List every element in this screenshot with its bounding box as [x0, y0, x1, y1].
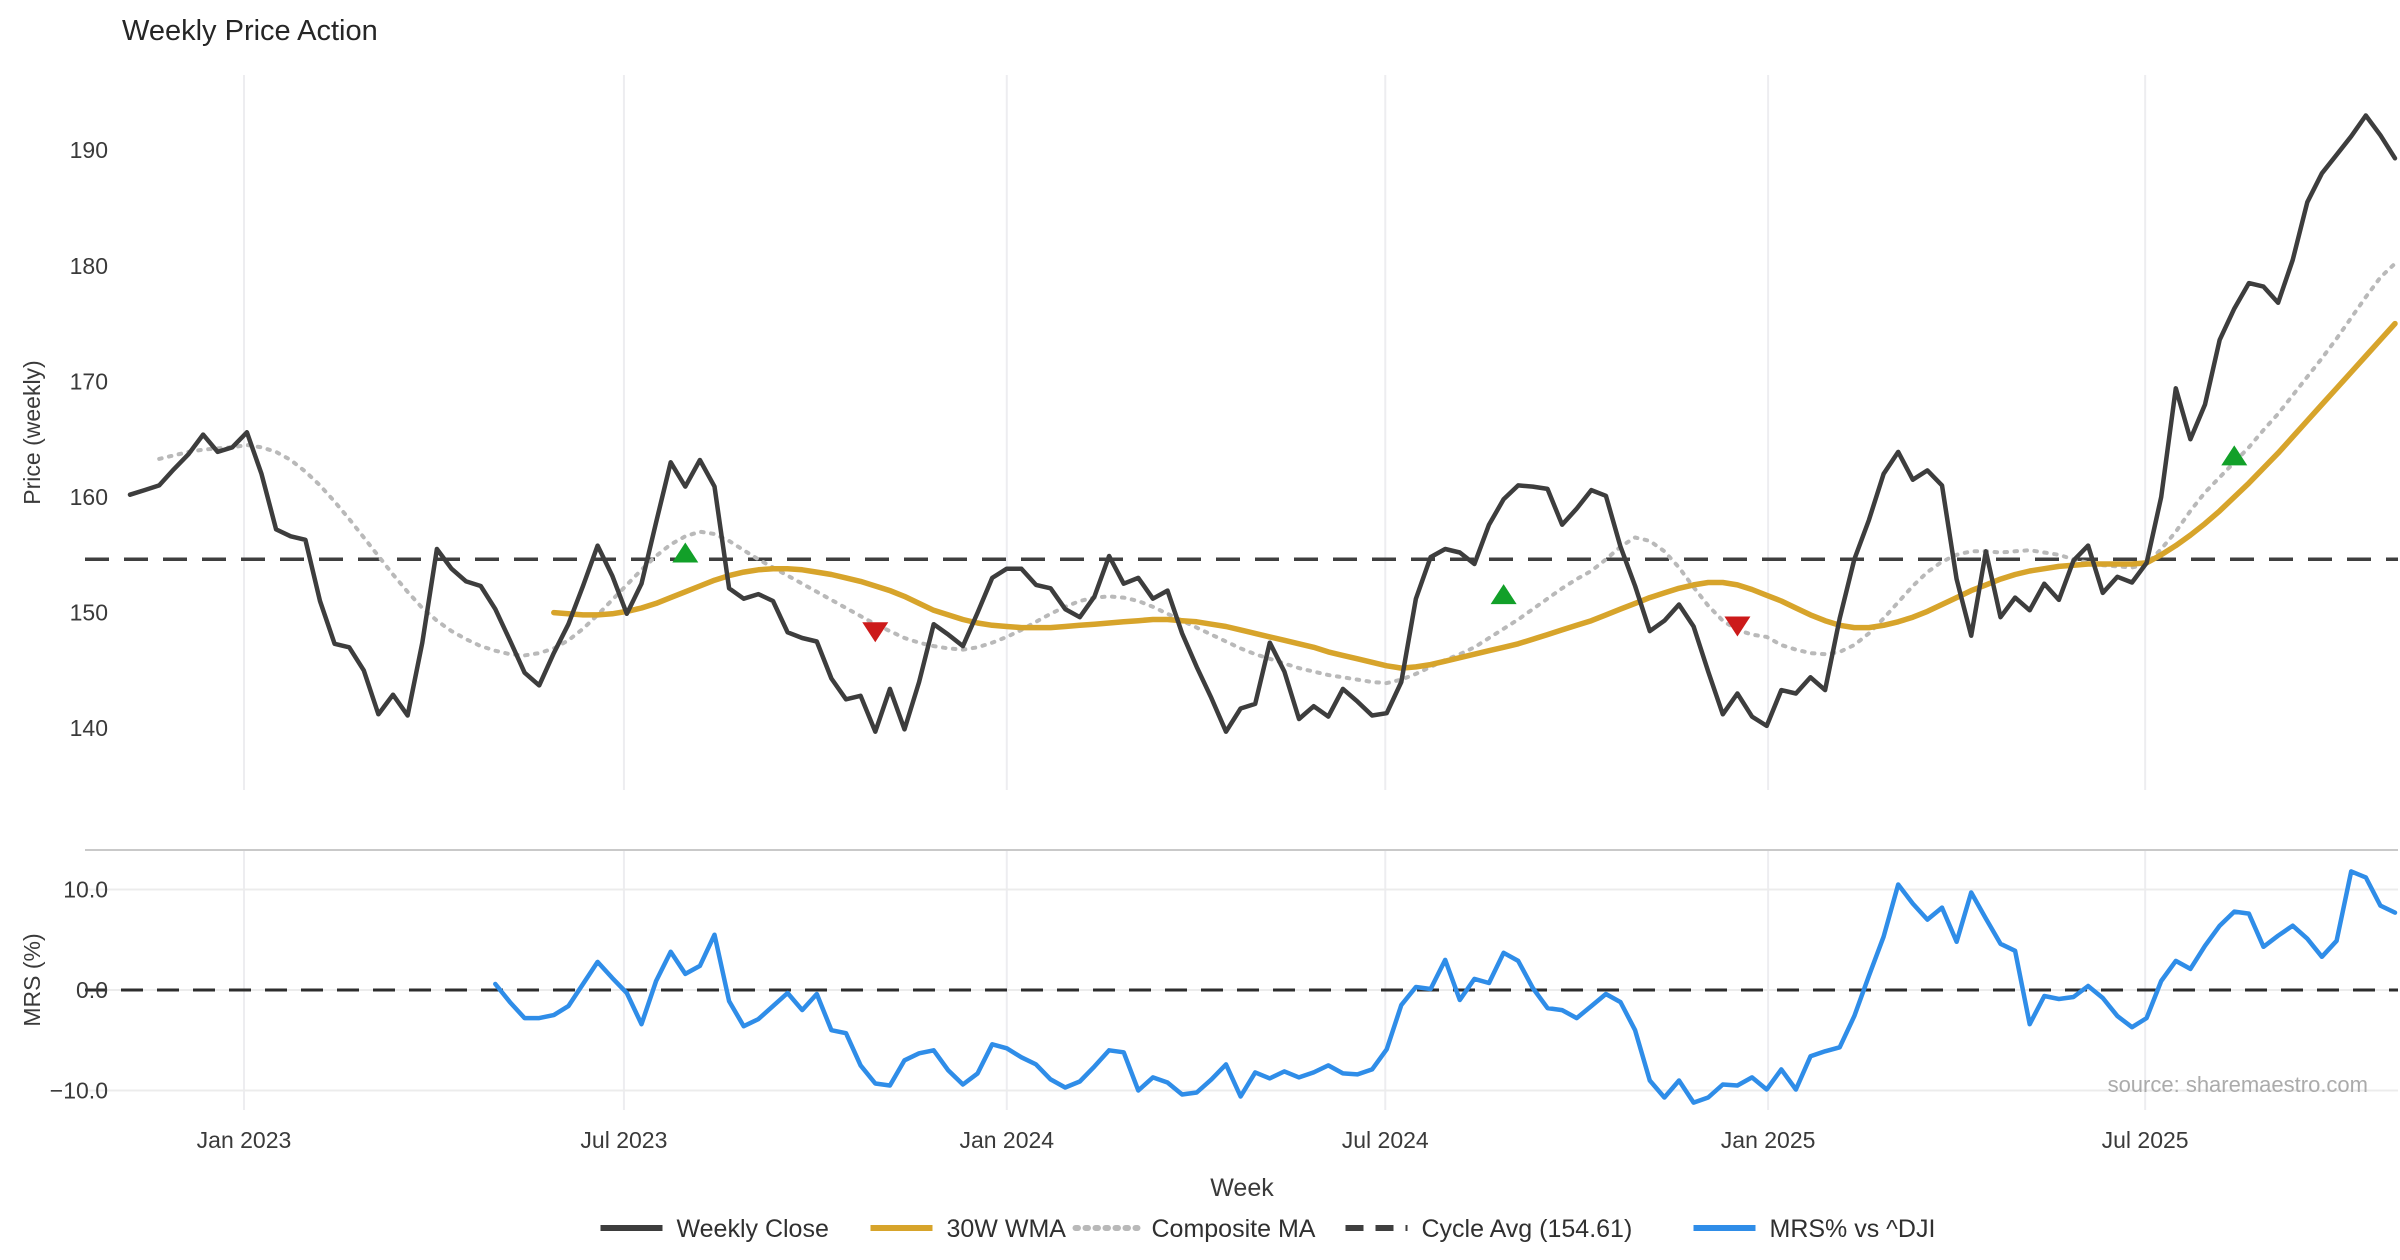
date-tick-label: Jul 2025: [2102, 1127, 2189, 1153]
buy-marker: [1490, 584, 1517, 605]
buy-marker: [672, 542, 699, 563]
sell-marker: [862, 622, 889, 643]
composite-ma-line: [157, 261, 2397, 686]
mrs-panel: [85, 869, 2398, 1105]
price-ytick-label: 150: [70, 600, 108, 626]
legend-item: Weekly Close: [600, 1215, 829, 1243]
buy-marker: [2221, 445, 2248, 466]
sell-marker: [1724, 616, 1751, 637]
mrs-ytick-label: 10.0: [63, 877, 108, 903]
price-ytick-label: 160: [70, 484, 108, 510]
wma-line: [551, 320, 2398, 671]
legend-item: MRS% vs ^DJI: [1693, 1215, 1936, 1243]
legend-item: 30W WMA: [870, 1215, 1067, 1243]
date-tick-label: Jan 2025: [1721, 1127, 1816, 1153]
price-ytick-label: 190: [70, 137, 108, 163]
mrs-line: [493, 869, 2398, 1105]
price-ytick-label: 180: [70, 253, 108, 279]
date-tick-label: Jan 2023: [197, 1127, 292, 1153]
legend-item: Composite MA: [1072, 1215, 1316, 1243]
legend-label: Composite MA: [1152, 1215, 1316, 1243]
price-y-axis-label: Price (weekly): [19, 360, 45, 504]
page-title: Weekly Price Action: [122, 15, 378, 47]
x-axis-label: Week: [1210, 1174, 1274, 1202]
legend-label: MRS% vs ^DJI: [1770, 1215, 1936, 1243]
date-tick-label: Jan 2024: [959, 1127, 1054, 1153]
legend: Weekly Close 30W WMA Composite MA Cycle Avg…: [600, 1215, 1936, 1243]
legend-label: 30W WMA: [947, 1215, 1067, 1243]
source-note: source: sharemaestro.com: [2108, 1072, 2368, 1097]
date-tick-label: Jul 2024: [1342, 1127, 1429, 1153]
price-ytick-label: 170: [70, 368, 108, 394]
axis-labels: 140 150 160 170 180 190 10.0 0.0 −10.0 Jan 2023 Ju…: [19, 137, 2189, 1202]
mrs-y-axis-label: MRS (%): [19, 933, 45, 1026]
mrs-ytick-label: 0.0: [76, 977, 108, 1003]
legend-label: Weekly Close: [677, 1215, 829, 1243]
mrs-ytick-label: −10.0: [50, 1078, 108, 1104]
weekly-close-line: [127, 113, 2398, 734]
legend-label: Cycle Avg (154.61): [1422, 1215, 1633, 1243]
date-tick-label: Jul 2023: [580, 1127, 667, 1153]
price-ytick-label: 140: [70, 715, 108, 741]
legend-item: Cycle Avg (154.61): [1345, 1215, 1633, 1243]
price-panel: [85, 113, 2398, 734]
